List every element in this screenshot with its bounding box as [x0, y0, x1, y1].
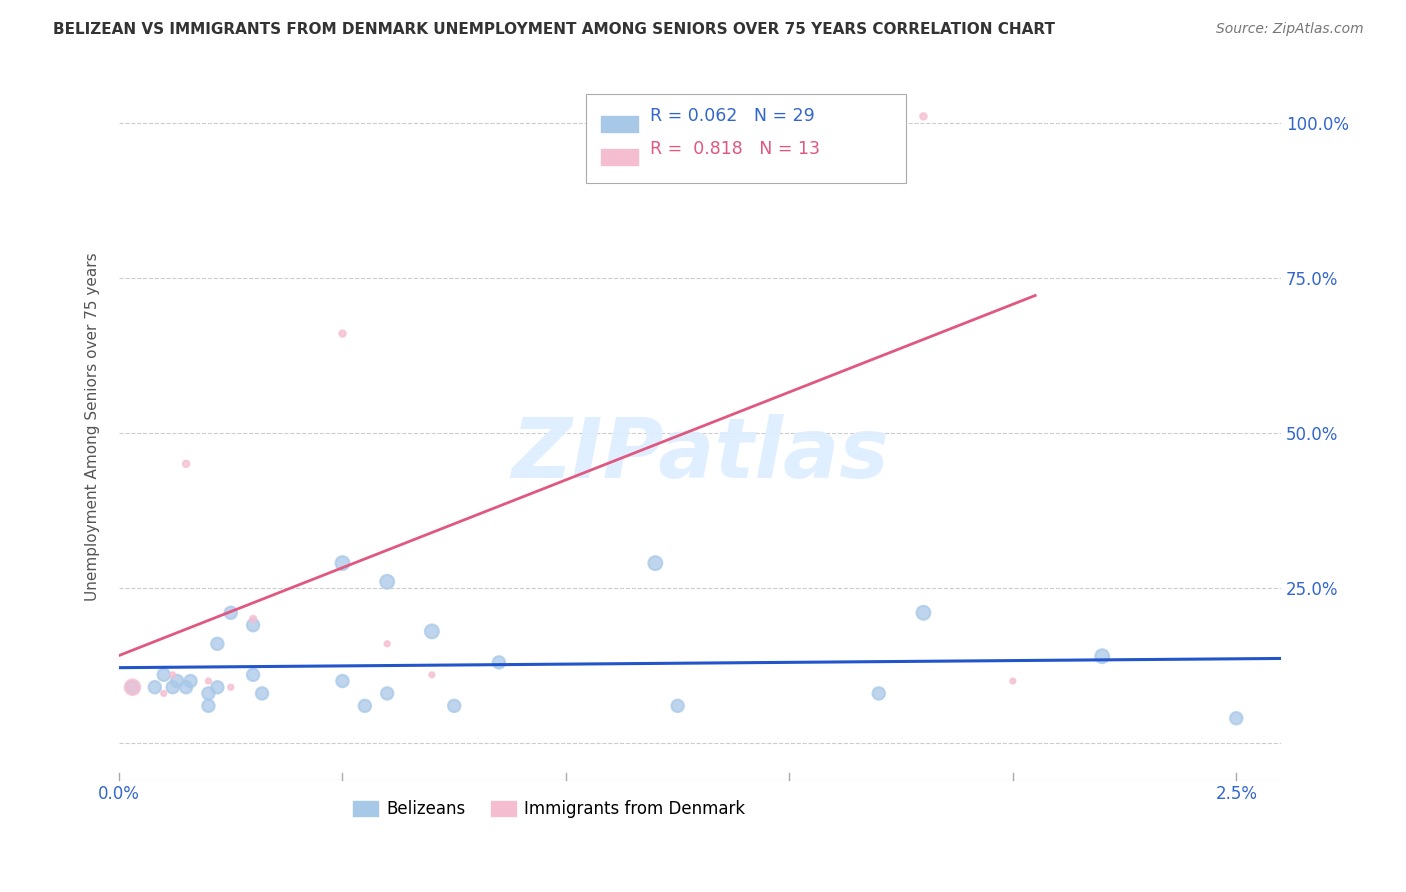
Point [219, 606, 242, 620]
FancyBboxPatch shape [586, 95, 905, 183]
Point [666, 698, 689, 713]
Point [152, 686, 174, 700]
Text: ZIPatlas: ZIPatlas [510, 415, 889, 495]
Point [242, 618, 264, 632]
Point [207, 637, 229, 651]
Point [197, 686, 219, 700]
FancyBboxPatch shape [602, 116, 638, 132]
Point [174, 457, 197, 471]
Point [912, 110, 935, 124]
Point [121, 680, 143, 694]
Point [207, 680, 229, 694]
Point [121, 680, 143, 694]
Y-axis label: Unemployment Among Seniors over 75 years: Unemployment Among Seniors over 75 years [86, 252, 100, 601]
Point [197, 673, 219, 688]
Point [332, 556, 354, 570]
Point [332, 673, 354, 688]
Point [778, 110, 800, 124]
Point [250, 686, 273, 700]
Point [375, 686, 398, 700]
Point [162, 668, 184, 682]
Point [488, 656, 510, 670]
Point [868, 686, 890, 700]
Text: Source: ZipAtlas.com: Source: ZipAtlas.com [1216, 22, 1364, 37]
Point [174, 680, 197, 694]
Point [180, 673, 202, 688]
Point [162, 680, 184, 694]
Point [644, 556, 666, 570]
Point [420, 624, 443, 639]
Point [143, 680, 166, 694]
Point [420, 668, 443, 682]
Point [912, 606, 935, 620]
Point [332, 326, 354, 341]
Point [242, 612, 264, 626]
Point [219, 680, 242, 694]
Point [166, 673, 188, 688]
Text: BELIZEAN VS IMMIGRANTS FROM DENMARK UNEMPLOYMENT AMONG SENIORS OVER 75 YEARS COR: BELIZEAN VS IMMIGRANTS FROM DENMARK UNEM… [53, 22, 1056, 37]
Point [197, 698, 219, 713]
Point [443, 698, 465, 713]
Point [152, 668, 174, 682]
Point [1001, 673, 1024, 688]
Point [1225, 711, 1247, 725]
Point [1091, 649, 1114, 664]
Point [375, 574, 398, 589]
Text: R =  0.818   N = 13: R = 0.818 N = 13 [650, 140, 820, 159]
Point [353, 698, 375, 713]
Text: R = 0.062   N = 29: R = 0.062 N = 29 [650, 107, 815, 125]
Legend: Belizeans, Immigrants from Denmark: Belizeans, Immigrants from Denmark [346, 794, 752, 825]
Point [242, 668, 264, 682]
FancyBboxPatch shape [602, 149, 638, 165]
Point [375, 637, 398, 651]
